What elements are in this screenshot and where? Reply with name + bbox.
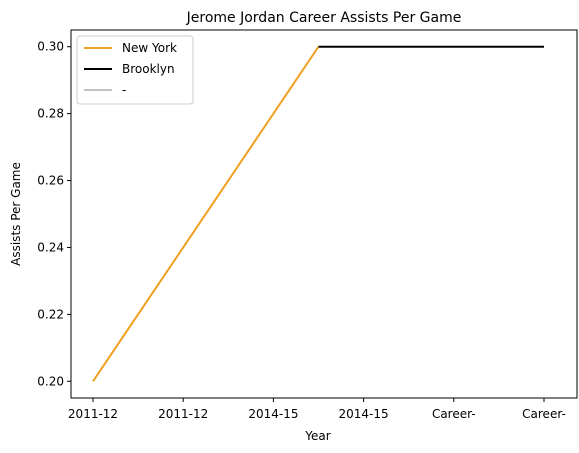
x-tick-label: 2011-12 [158, 407, 208, 421]
y-tick-label: 0.22 [37, 307, 64, 321]
chart-title: Jerome Jordan Career Assists Per Game [186, 10, 462, 26]
x-axis-label: Year [304, 429, 330, 443]
plot-area [92, 45, 544, 382]
x-tick-label: 2011-12 [68, 407, 118, 421]
legend-label-1: New York [122, 41, 177, 55]
y-tick-label: 0.26 [37, 174, 64, 188]
x-tick-label: 2014-15 [248, 407, 298, 421]
y-axis: 0.20 0.22 0.24 0.26 0.28 0.30 [37, 40, 71, 388]
plot-frame [70, 29, 578, 399]
y-tick-label: 0.30 [37, 40, 64, 54]
y-axis-label: Assists Per Game [9, 162, 23, 266]
series-line-1 [92, 46, 320, 382]
y-tick-label: 0.20 [37, 374, 64, 388]
y-tick-label: 0.28 [37, 107, 64, 121]
legend-label-3: - [122, 83, 126, 97]
legend-label-2: Brooklyn [122, 62, 175, 76]
legend: New York Brooklyn - [76, 35, 194, 105]
legend-frame [76, 35, 194, 105]
y-tick-label: 0.24 [37, 240, 64, 254]
x-tick-label: Career- [522, 407, 566, 421]
x-axis: 2011-12 2011-12 2014-15 2014-15 Career- Caree… [68, 398, 566, 421]
x-tick-label: Career- [432, 407, 476, 421]
x-tick-label: 2014-15 [339, 407, 389, 421]
